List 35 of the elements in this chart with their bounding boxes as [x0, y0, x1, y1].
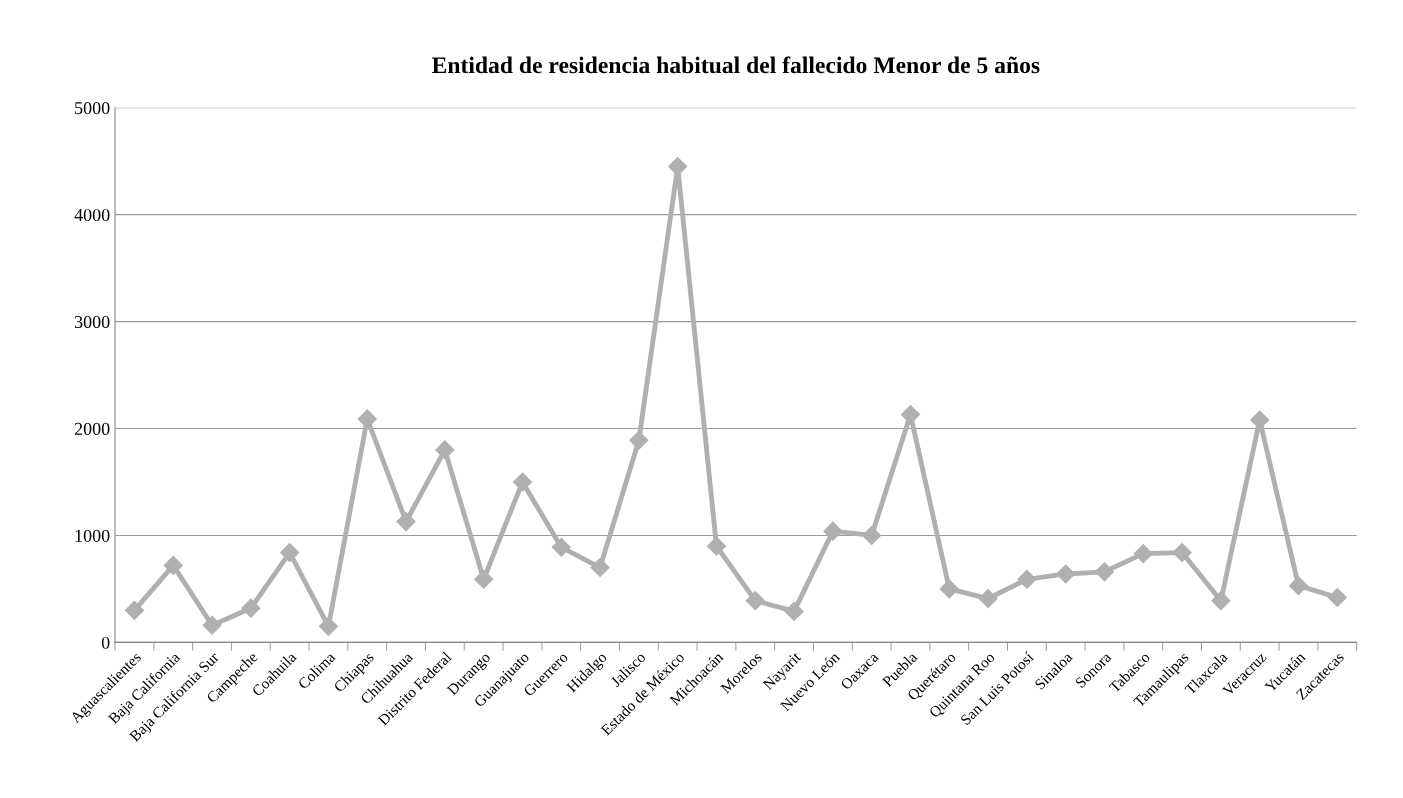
y-tick-label: 2000 [74, 422, 110, 435]
point [1172, 543, 1192, 563]
point [280, 543, 300, 563]
point [1017, 569, 1037, 589]
point [745, 591, 765, 611]
point [784, 601, 804, 621]
point [1327, 587, 1347, 608]
point [590, 558, 610, 578]
point [124, 600, 144, 620]
point [551, 537, 571, 557]
point [978, 589, 998, 609]
point [862, 525, 882, 545]
point [474, 569, 494, 589]
point [823, 521, 843, 541]
y-tick-label: 3000 [74, 315, 110, 329]
y-tick-label: 5000 [75, 101, 110, 115]
point [629, 430, 649, 450]
y-tick-label: 0 [101, 636, 110, 649]
point [1211, 591, 1231, 611]
point [512, 472, 532, 492]
point [163, 555, 183, 575]
chart-title: Entidad de residencia habitual del fallecido Menor de 5 años [432, 56, 1040, 74]
point [396, 512, 416, 532]
point [241, 598, 261, 618]
point [202, 615, 222, 635]
point [1133, 544, 1153, 564]
point [1056, 564, 1076, 584]
point [318, 616, 338, 636]
y-tick-label: 1000 [75, 529, 110, 542]
point [939, 579, 959, 599]
y-tick-label: 4000 [74, 208, 110, 222]
point [1094, 562, 1115, 582]
point [435, 440, 455, 460]
point [706, 536, 727, 556]
point [1288, 576, 1309, 596]
